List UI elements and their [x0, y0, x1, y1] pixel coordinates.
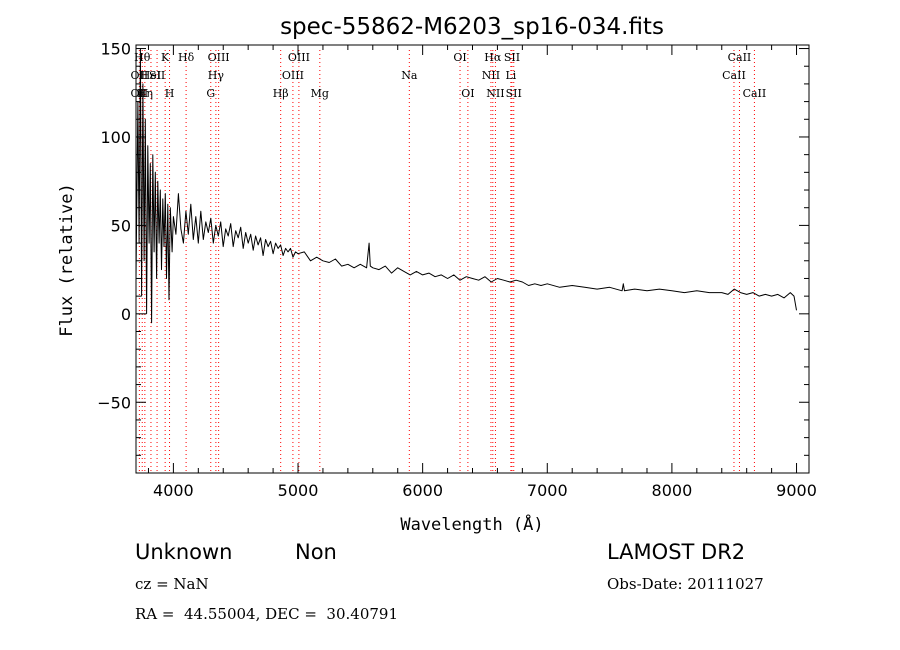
line-label: G [206, 87, 215, 100]
x-tick-label: 7000 [527, 481, 568, 500]
line-label: CaII [722, 69, 746, 82]
y-tick-label: 100 [100, 128, 131, 147]
y-tick-label: 50 [111, 216, 131, 235]
line-label: CaII [728, 51, 752, 64]
line-label: Hη [137, 87, 153, 100]
line-label: Hδ [178, 51, 195, 64]
y-tick-label: 150 [100, 40, 131, 59]
line-label: OII [131, 69, 149, 82]
y-tick-label: −50 [97, 393, 131, 412]
line-label: H [165, 87, 175, 100]
y-axis-label: Flux (relative) [57, 183, 77, 337]
plot-frame [135, 44, 810, 474]
y-tick-label: 0 [121, 305, 131, 324]
line-label: Na [401, 69, 418, 82]
coordinates-label: RA = 44.55004, DEC = 30.40791 [135, 605, 399, 623]
line-label: SII [504, 51, 520, 64]
line-label: HeI [141, 69, 161, 82]
x-tick-label: 4000 [153, 481, 194, 500]
obs-date-label: Obs-Date: 20111027 [607, 575, 764, 593]
axes: 4000 5000 6000 7000 8000 9000 −50 0 50 100 150 [97, 40, 817, 500]
line-label: Li [505, 69, 516, 82]
line-label: OI [453, 51, 466, 64]
line-label: OII [131, 87, 149, 100]
spectrum-series [135, 48, 797, 324]
line-label: NII [482, 69, 500, 82]
x-axis-label: Wavelength (Å) [400, 513, 543, 535]
line-label: OIII [288, 51, 310, 64]
survey-label: LAMOST DR2 [607, 540, 746, 564]
line-label: Hα [484, 51, 502, 64]
line-label: SII [149, 69, 165, 82]
line-label: OIII [282, 69, 304, 82]
redshift-label: cz = NaN [135, 575, 209, 593]
x-tick-label: 8000 [652, 481, 693, 500]
line-label: NII [486, 87, 504, 100]
line-markers [138, 50, 755, 473]
line-label: CaII [743, 87, 767, 100]
line-label: Hβ [273, 87, 289, 100]
x-tick-label: 6000 [402, 481, 443, 500]
line-label: OIII [208, 51, 230, 64]
line-label: OI [461, 87, 474, 100]
line-label: K [161, 51, 170, 64]
chart-title: spec-55862-M6203_sp16-034.fits [280, 14, 664, 40]
x-tick-label: 5000 [278, 481, 319, 500]
line-labels: OIIOIIHθHηHeISIIKHHδGHγOIIIHβOIIIOIIIMgN… [131, 51, 767, 100]
line-label: Hγ [208, 69, 225, 82]
line-label: Hθ [134, 51, 151, 64]
line-label: Mg [311, 87, 329, 100]
subclass-label: Non [295, 540, 337, 564]
classification-label: Unknown [135, 540, 233, 564]
line-label: SII [506, 87, 522, 100]
spectrum-line-0 [135, 48, 797, 324]
x-tick-label: 9000 [776, 481, 817, 500]
